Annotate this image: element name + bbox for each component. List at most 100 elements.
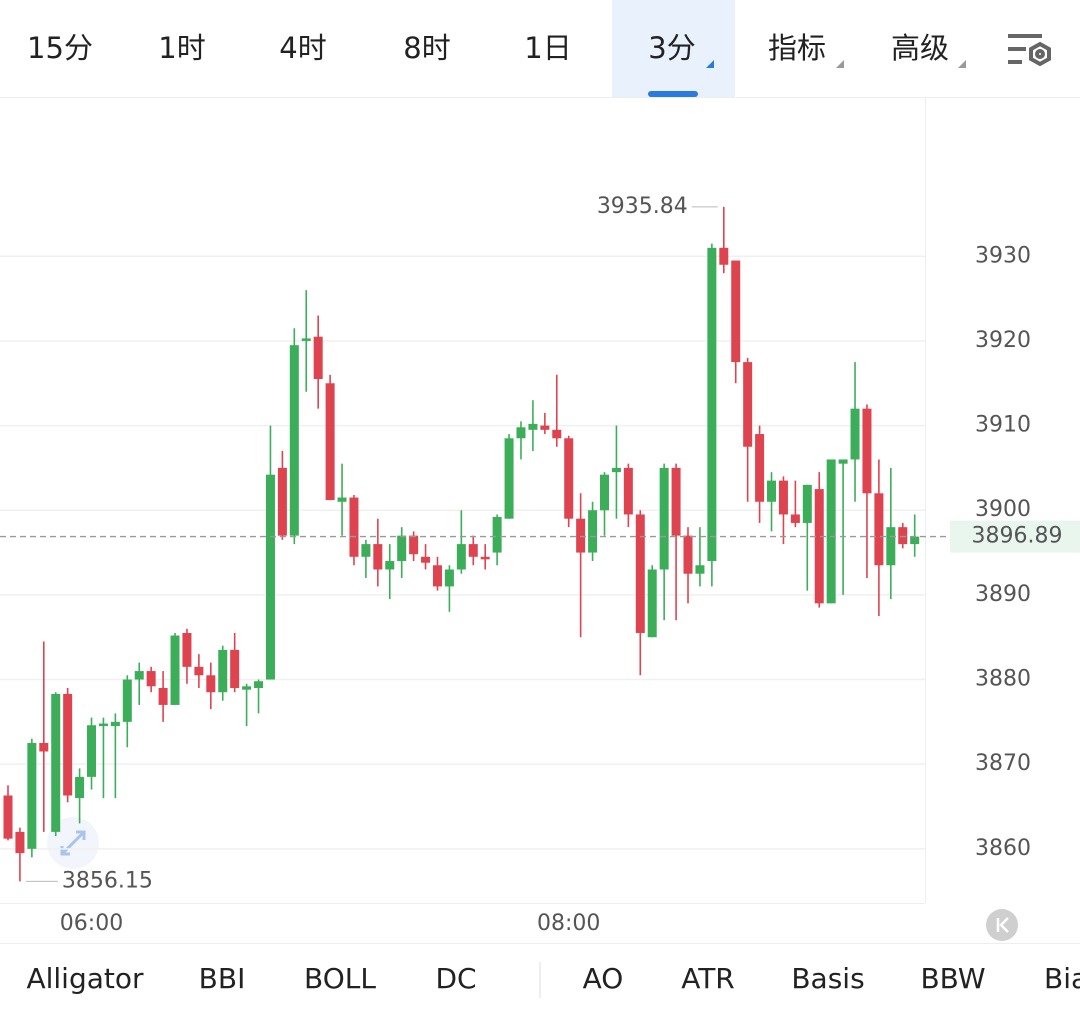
candle-body [659, 467, 669, 570]
tab[interactable]: 8时 [403, 31, 450, 65]
candle-body [75, 776, 85, 799]
active-tab-underline [648, 91, 698, 97]
candle-body [802, 484, 812, 523]
candle-body [206, 675, 216, 693]
last-price-label: 3896.89 [972, 524, 1063, 549]
candle-body [385, 561, 395, 570]
candle-body [230, 649, 240, 688]
x-tick-label: 08:00 [537, 911, 600, 936]
candle-body [671, 467, 681, 536]
candle-body [301, 338, 311, 341]
y-tick-label: 3870 [975, 751, 1031, 776]
candle-body [325, 383, 335, 501]
candle-body [790, 514, 800, 523]
candle-body [576, 518, 586, 553]
tab[interactable]: 指标 [768, 31, 826, 65]
y-tick-label: 3890 [975, 582, 1031, 607]
candle-body [194, 666, 204, 676]
last-price-box [950, 520, 1080, 553]
settings-icon[interactable] [1008, 34, 1051, 67]
candle-body [588, 510, 598, 553]
dropdown-arrow [706, 60, 714, 68]
candle-body [898, 527, 908, 545]
candle-body [910, 536, 920, 545]
candle-body [289, 345, 299, 536]
candle-body [611, 467, 621, 473]
candle-body [767, 480, 777, 502]
candle-body [516, 427, 526, 439]
candle-body [778, 480, 788, 515]
indicator[interactable]: Alligator [26, 962, 144, 995]
candle-body [743, 362, 753, 447]
candle-body [361, 544, 371, 557]
indicator[interactable]: AO [583, 962, 624, 995]
candle-body [182, 632, 192, 667]
candle-body [647, 569, 657, 638]
candle-body [254, 681, 264, 688]
candle-body [432, 565, 442, 587]
candle-body [707, 247, 717, 562]
y-tick-label: 3930 [975, 243, 1031, 268]
candle-body [3, 795, 13, 839]
candle-body [170, 635, 180, 705]
candle-body [146, 671, 156, 687]
tab[interactable]: 15分 [27, 31, 93, 65]
active-tab-bg [612, 0, 735, 97]
candle-body [755, 434, 765, 502]
candle-body [373, 544, 383, 570]
candle-body [719, 247, 729, 265]
candle-body [468, 544, 478, 557]
indicator[interactable]: Bia [1044, 962, 1080, 995]
y-tick-label: 3900 [975, 497, 1031, 522]
indicator[interactable]: ATR [681, 962, 735, 995]
candle-body [504, 438, 514, 519]
y-tick-label: 3910 [975, 413, 1031, 438]
candle-body [158, 687, 168, 705]
candle-body [862, 408, 872, 494]
candle-body [850, 408, 860, 460]
candle-body [814, 489, 824, 604]
candle-body [63, 693, 73, 796]
tab[interactable]: 1日 [524, 31, 571, 65]
tab[interactable]: 3分 [648, 31, 695, 65]
candle-body [838, 459, 848, 464]
candle-body [242, 686, 252, 690]
candle-body [886, 527, 896, 566]
candle-body [337, 497, 347, 502]
candle-body [15, 831, 25, 854]
candle-body [110, 721, 120, 727]
y-tick-label: 3880 [975, 667, 1031, 692]
tab[interactable]: 高级 [891, 31, 949, 65]
candle-body [564, 438, 574, 519]
candle-body [39, 743, 49, 752]
dropdown-arrow [836, 60, 844, 68]
candle-body [134, 671, 144, 680]
candle-body [492, 517, 502, 553]
low-label: 3856.15 [62, 868, 153, 893]
candle-body [397, 535, 407, 562]
candle-body [409, 535, 419, 555]
candle-body [122, 679, 132, 722]
candle-body [635, 514, 645, 633]
candle-body [826, 459, 836, 604]
candle-body [98, 723, 108, 727]
candle-body [731, 260, 741, 363]
high-label: 3935.84 [597, 194, 688, 219]
tab[interactable]: 4时 [279, 31, 326, 65]
candle-body [874, 493, 884, 566]
indicator[interactable]: BOLL [304, 962, 376, 995]
tab[interactable]: 1时 [158, 31, 205, 65]
candle-body [51, 693, 61, 832]
candle-body [623, 467, 633, 515]
scroll-latest-button[interactable] [986, 909, 1018, 941]
indicator[interactable]: Basis [791, 962, 864, 995]
indicator[interactable]: DC [435, 962, 476, 995]
candle-body [349, 497, 359, 557]
candle-body [421, 556, 431, 563]
indicator[interactable]: BBI [199, 962, 246, 995]
candle-body [277, 467, 287, 536]
indicator[interactable]: BBW [920, 962, 985, 995]
candle-body [87, 725, 97, 777]
candle-body [528, 423, 538, 430]
